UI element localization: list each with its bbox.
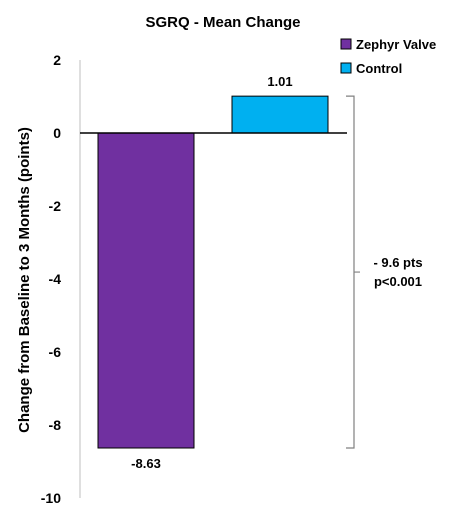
y-tick-label: -6 bbox=[49, 344, 62, 360]
difference-bracket bbox=[346, 95, 360, 449]
bar-value-label: -8.63 bbox=[131, 456, 161, 471]
chart-title: SGRQ - Mean Change bbox=[145, 14, 300, 31]
bar-control bbox=[231, 95, 329, 134]
y-axis-ticks: 2 0 -2 -4 -6 -8 -10 bbox=[41, 52, 61, 506]
legend-label: Control bbox=[356, 61, 402, 76]
y-tick-label: -8 bbox=[49, 417, 62, 433]
y-tick-label: 2 bbox=[53, 52, 61, 68]
bar-zephyr-valve bbox=[97, 132, 195, 449]
difference-label: - 9.6 pts bbox=[373, 255, 422, 270]
y-tick-label: -2 bbox=[49, 198, 62, 214]
legend: Zephyr Valve Control bbox=[340, 37, 436, 76]
bars bbox=[97, 95, 329, 449]
bar-value-label: 1.01 bbox=[267, 74, 292, 89]
y-tick-label: 0 bbox=[53, 125, 61, 141]
legend-swatch bbox=[340, 62, 352, 74]
bar-data-labels: -8.63 1.01 bbox=[131, 74, 292, 471]
p-value-label: p<0.001 bbox=[374, 274, 422, 289]
legend-label: Zephyr Valve bbox=[356, 37, 436, 52]
y-tick-label: -4 bbox=[49, 271, 62, 287]
y-tick-label: -10 bbox=[41, 490, 61, 506]
y-axis-title: Change from Baseline to 3 Months (points… bbox=[16, 127, 33, 433]
legend-swatch bbox=[340, 38, 352, 50]
